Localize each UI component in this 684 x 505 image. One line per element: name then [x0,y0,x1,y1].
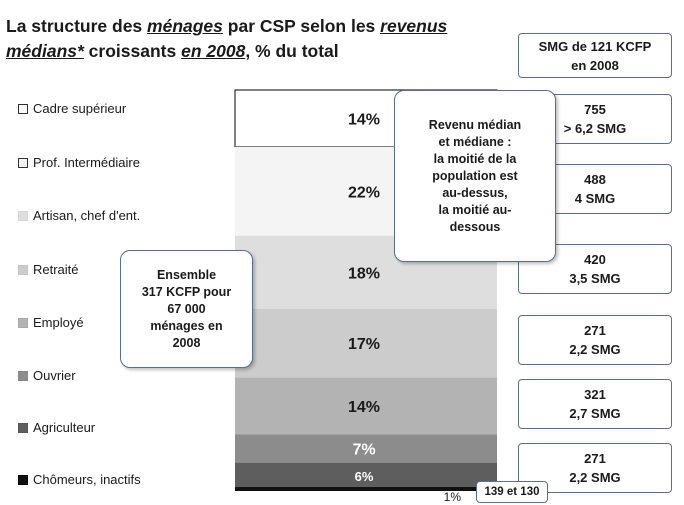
chart-title: La structure des ménages par CSP selon l… [6,14,511,64]
bar-label-7: 6% [355,469,374,484]
title-part-2: ménages [147,16,223,36]
total-callout-line: ménages en [150,318,223,333]
legend-label: Chômeurs, inactifs [33,472,141,487]
title-part-3: par CSP selon les [222,16,381,36]
title-part-7: , % du total [245,41,339,61]
title-part-4: revenus médians* [6,16,448,61]
bar-label-6: 7% [352,441,375,458]
legend-swatch [18,370,28,381]
smg-header-box: SMG de 121 KCFP en 2008 [518,33,672,78]
income-smg: 2,2 SMG [569,342,621,357]
legend-item: Artisan, chef d'ent. [18,208,140,223]
total-callout-line: 2008 [172,335,201,350]
median-callout-line: population est [432,168,518,183]
income-kcfp: 420 [584,252,606,267]
bar-label-3: 18% [348,265,380,282]
legend-swatch [18,103,28,114]
median-callout-line: la moitié au- [438,202,512,217]
bar-label-2: 22% [348,184,380,201]
bar-segment-4 [235,308,497,378]
income-smg: 4 SMG [574,191,616,206]
legend-item: Chômeurs, inactifs [18,472,141,487]
bar-segment-7 [235,462,497,487]
smg-header-line-2: en 2008 [571,57,619,73]
median-callout-line: au-dessus, [442,185,508,200]
income-kcfp: 755 [584,102,606,117]
legend-item: Agriculteur [18,420,95,435]
legend-item: Retraité [18,262,79,277]
total-callout-line: 67 000 [167,301,206,316]
median-callout-line: la moitié de la [433,151,517,166]
legend-item: Ouvrier [18,368,76,383]
legend-label: Prof. Intermédiaire [33,155,140,170]
bar-segment-8 [235,486,497,491]
bar-segment-5 [235,377,497,435]
bar-label-1: 14% [348,111,380,128]
total-callout-line: 317 KCFP pour [141,284,232,299]
median-callout-line: et médiane : [438,134,512,149]
total-callout-text: Ensemble 317 KCFP pour 67 000 ménages en 200… [142,267,231,352]
median-callout-line: dessous [449,219,501,234]
median-callout-text: Revenu médian et médiane : la moitié de la… [429,117,521,236]
legend-swatch [18,210,28,221]
legend-swatch [18,474,28,485]
legend-label: Artisan, chef d'ent. [33,208,141,223]
legend-label: Retraité [33,262,79,277]
legend-label: Employé [33,315,84,330]
bar-segment-6 [235,434,497,463]
title-part-6: en 2008 [181,41,246,61]
income-kcfp: 488 [584,172,606,187]
median-callout-line: Revenu médian [428,117,522,132]
title-part-1: La structure des [6,16,148,36]
title-part-5: croissants [83,41,182,61]
bar-label-8: 1% [444,490,462,504]
smg-header-line-1: SMG de 121 KCFP [538,38,652,54]
income-smg: > 6,2 SMG [563,121,627,136]
legend-item: Prof. Intermédiaire [18,155,140,170]
bar-label-4: 17% [348,336,380,353]
legend-item: Cadre supérieur [18,101,126,116]
income-kcfp: 321 [584,387,606,402]
last-income-box: 139 et 130 [476,481,548,503]
total-callout-line: Ensemble [156,267,217,282]
income-smg: 3,5 SMG [569,271,621,286]
legend-label: Ouvrier [33,368,76,383]
income-box: 321 2,7 SMG [518,379,672,429]
legend-item: Employé [18,315,84,330]
legend-label: Cadre supérieur [33,101,127,116]
legend-swatch [18,317,28,328]
income-kcfp: 271 [584,323,606,338]
income-smg: 2,7 SMG [569,406,621,421]
bar-label-5: 14% [348,399,380,416]
income-box: 271 2,2 SMG [518,315,672,365]
income-kcfp: 271 [584,451,606,466]
legend-swatch [18,157,28,168]
total-callout: Ensemble 317 KCFP pour 67 000 ménages en 200… [120,250,253,368]
legend-swatch [18,422,28,433]
legend-swatch [18,264,28,275]
legend-label: Agriculteur [33,420,96,435]
income-smg: 2,2 SMG [569,470,621,485]
median-callout: Revenu médian et médiane : la moitié de la… [394,90,556,262]
